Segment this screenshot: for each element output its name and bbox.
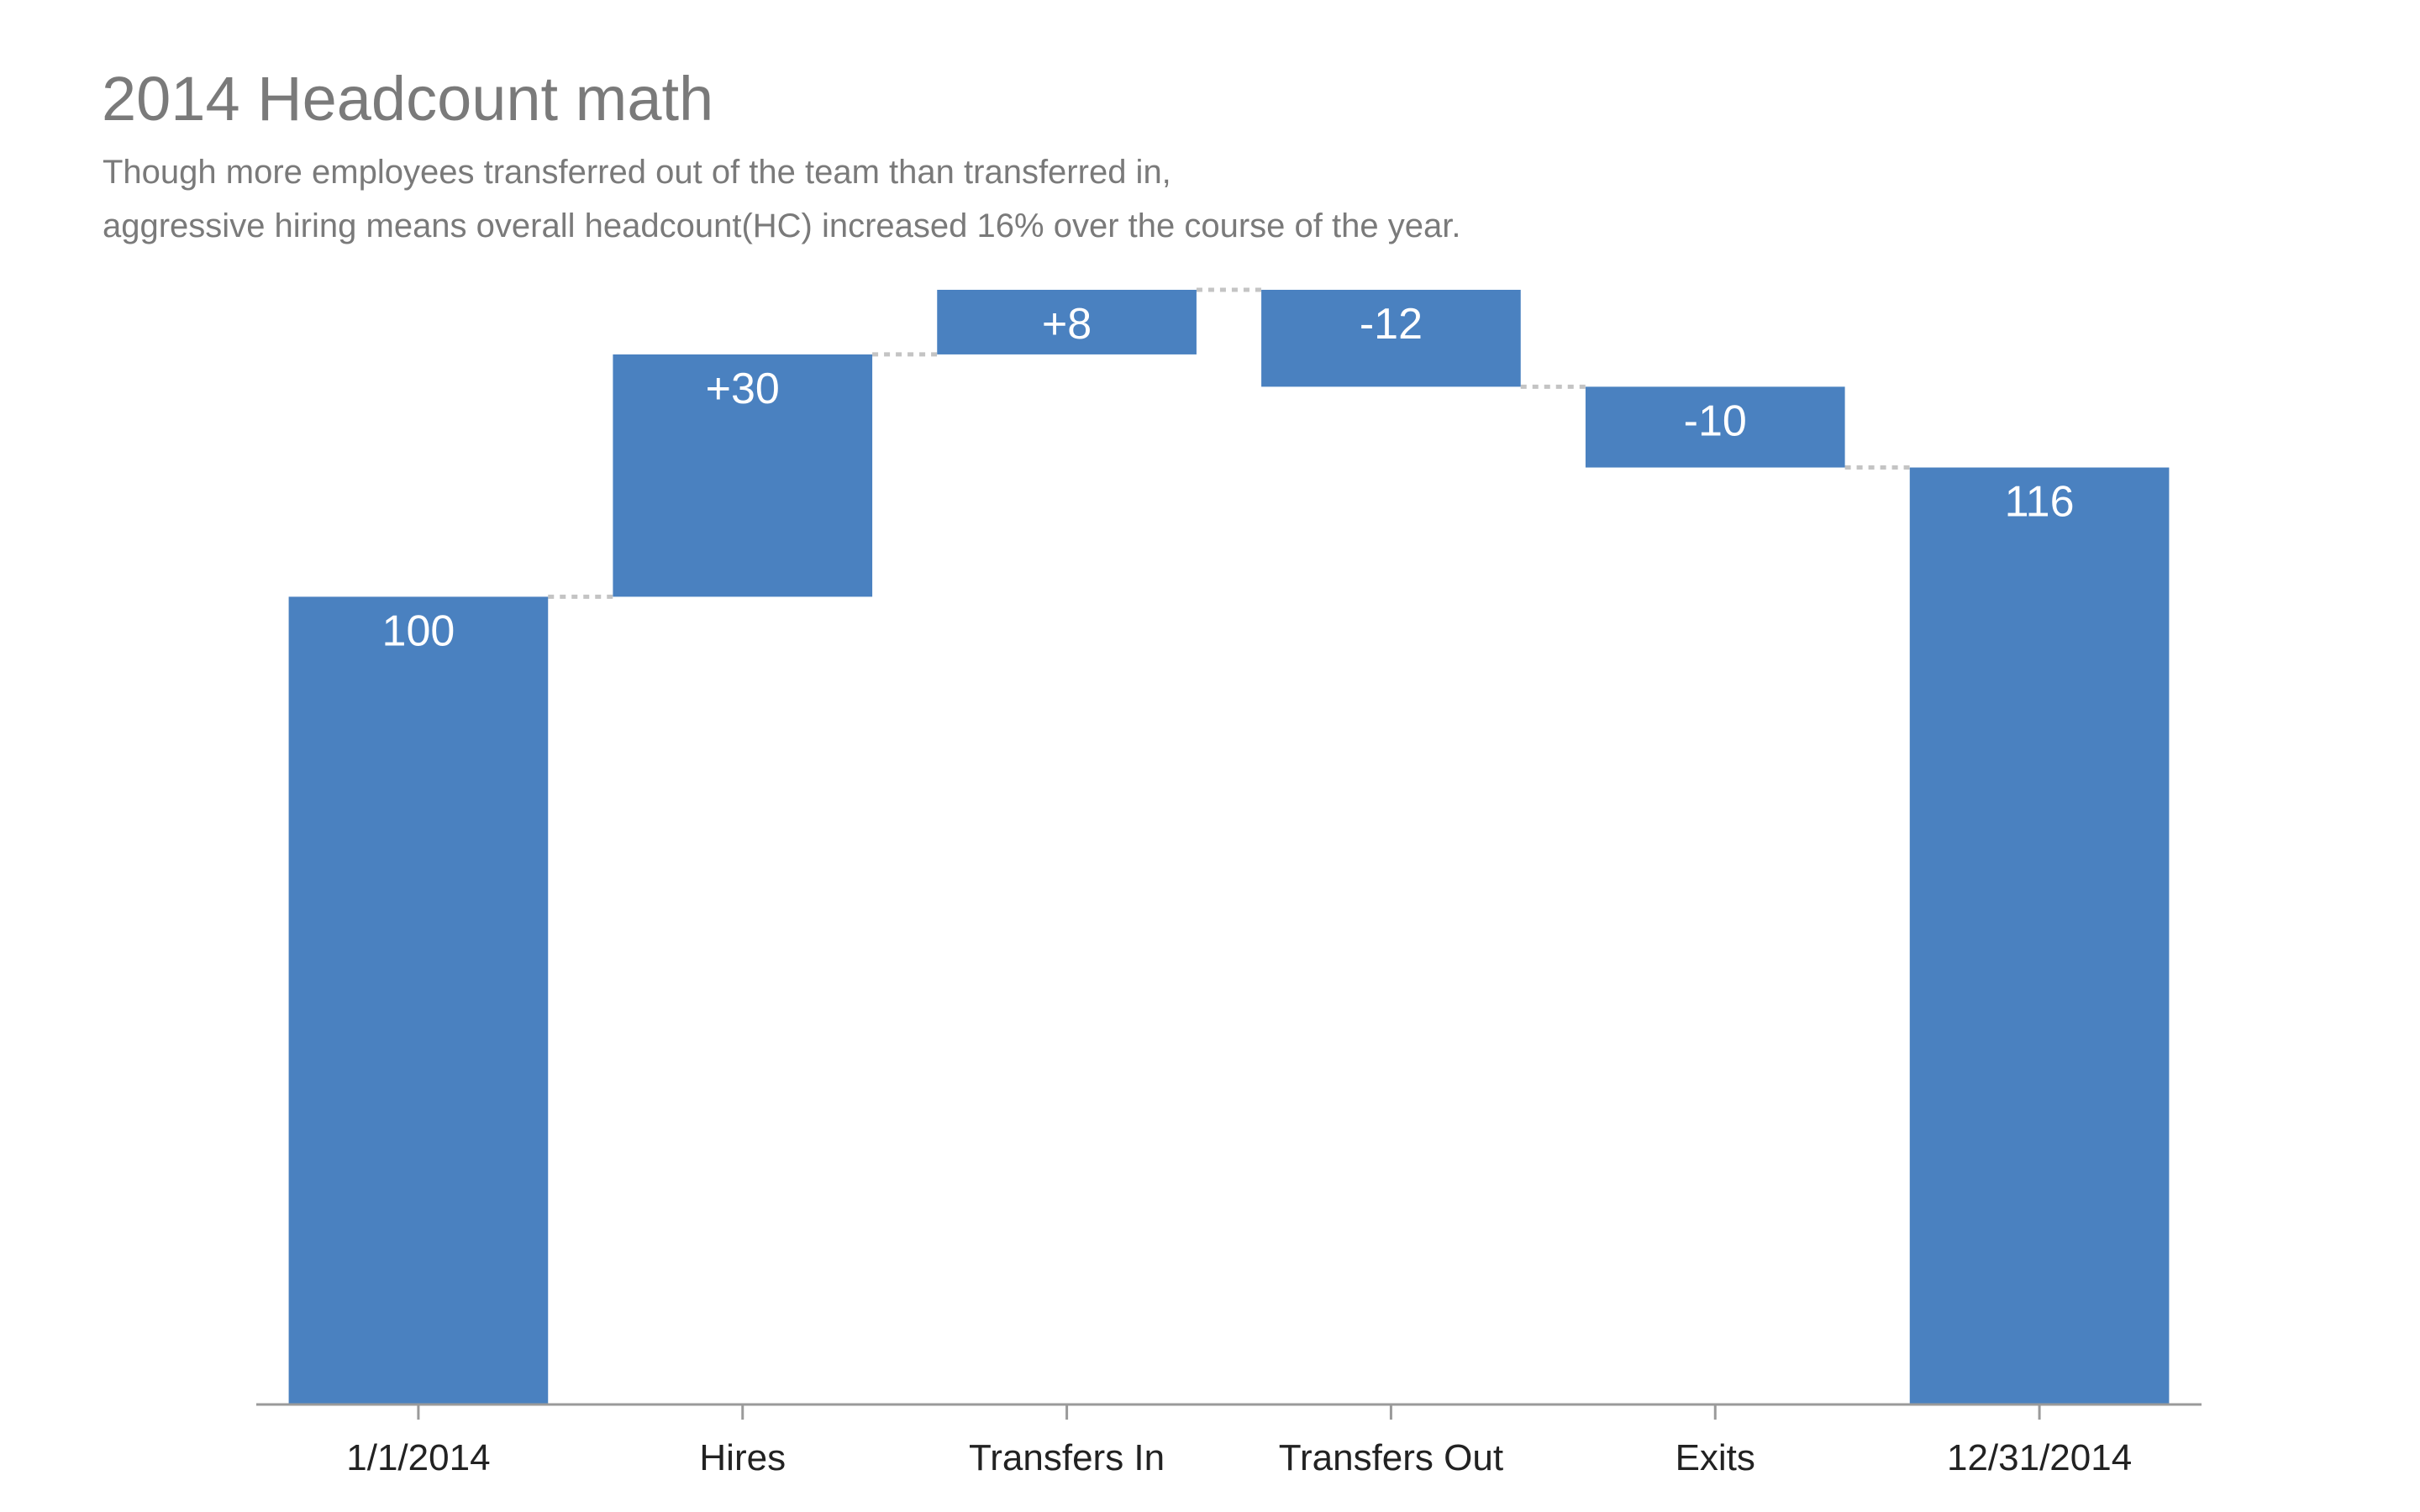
bar-2 xyxy=(937,290,1197,354)
x-axis-tick-labels: 1/1/2014 Hires Transfers In Transfers Out Ex… xyxy=(346,1437,2132,1478)
data-labels: 100 +30 +8 -12 -10 116 xyxy=(382,300,2075,655)
data-label-1: +30 xyxy=(706,365,780,413)
bar-1 xyxy=(613,354,873,597)
x-tick-label-2: Transfers In xyxy=(969,1437,1165,1478)
x-tick-label-5: 12/31/2014 xyxy=(1947,1437,2132,1478)
bar-4 xyxy=(1585,386,1845,468)
x-tick-label-1: Hires xyxy=(699,1437,786,1478)
bars xyxy=(288,290,2170,1404)
bar-0 xyxy=(288,596,549,1404)
x-tick-label-3: Transfers Out xyxy=(1279,1437,1503,1478)
x-tick-label-0: 1/1/2014 xyxy=(346,1437,490,1478)
chart-subtitle-line-2: aggressive hiring means overall headcoun… xyxy=(103,207,1461,244)
x-axis-ticks xyxy=(417,1404,2041,1420)
x-tick-label-4: Exits xyxy=(1676,1437,1755,1478)
bar-5 xyxy=(1909,467,2170,1404)
data-label-0: 100 xyxy=(382,606,455,655)
chart-title: 2014 Headcount math xyxy=(102,64,714,134)
data-label-2: +8 xyxy=(1042,300,1092,349)
data-label-5: 116 xyxy=(2005,478,2075,527)
data-label-4: -10 xyxy=(1684,396,1747,445)
data-label-3: -12 xyxy=(1360,300,1423,349)
chart-subtitle-line-1: Though more employees transferred out of… xyxy=(103,154,1171,191)
bar-3 xyxy=(1261,290,1521,387)
